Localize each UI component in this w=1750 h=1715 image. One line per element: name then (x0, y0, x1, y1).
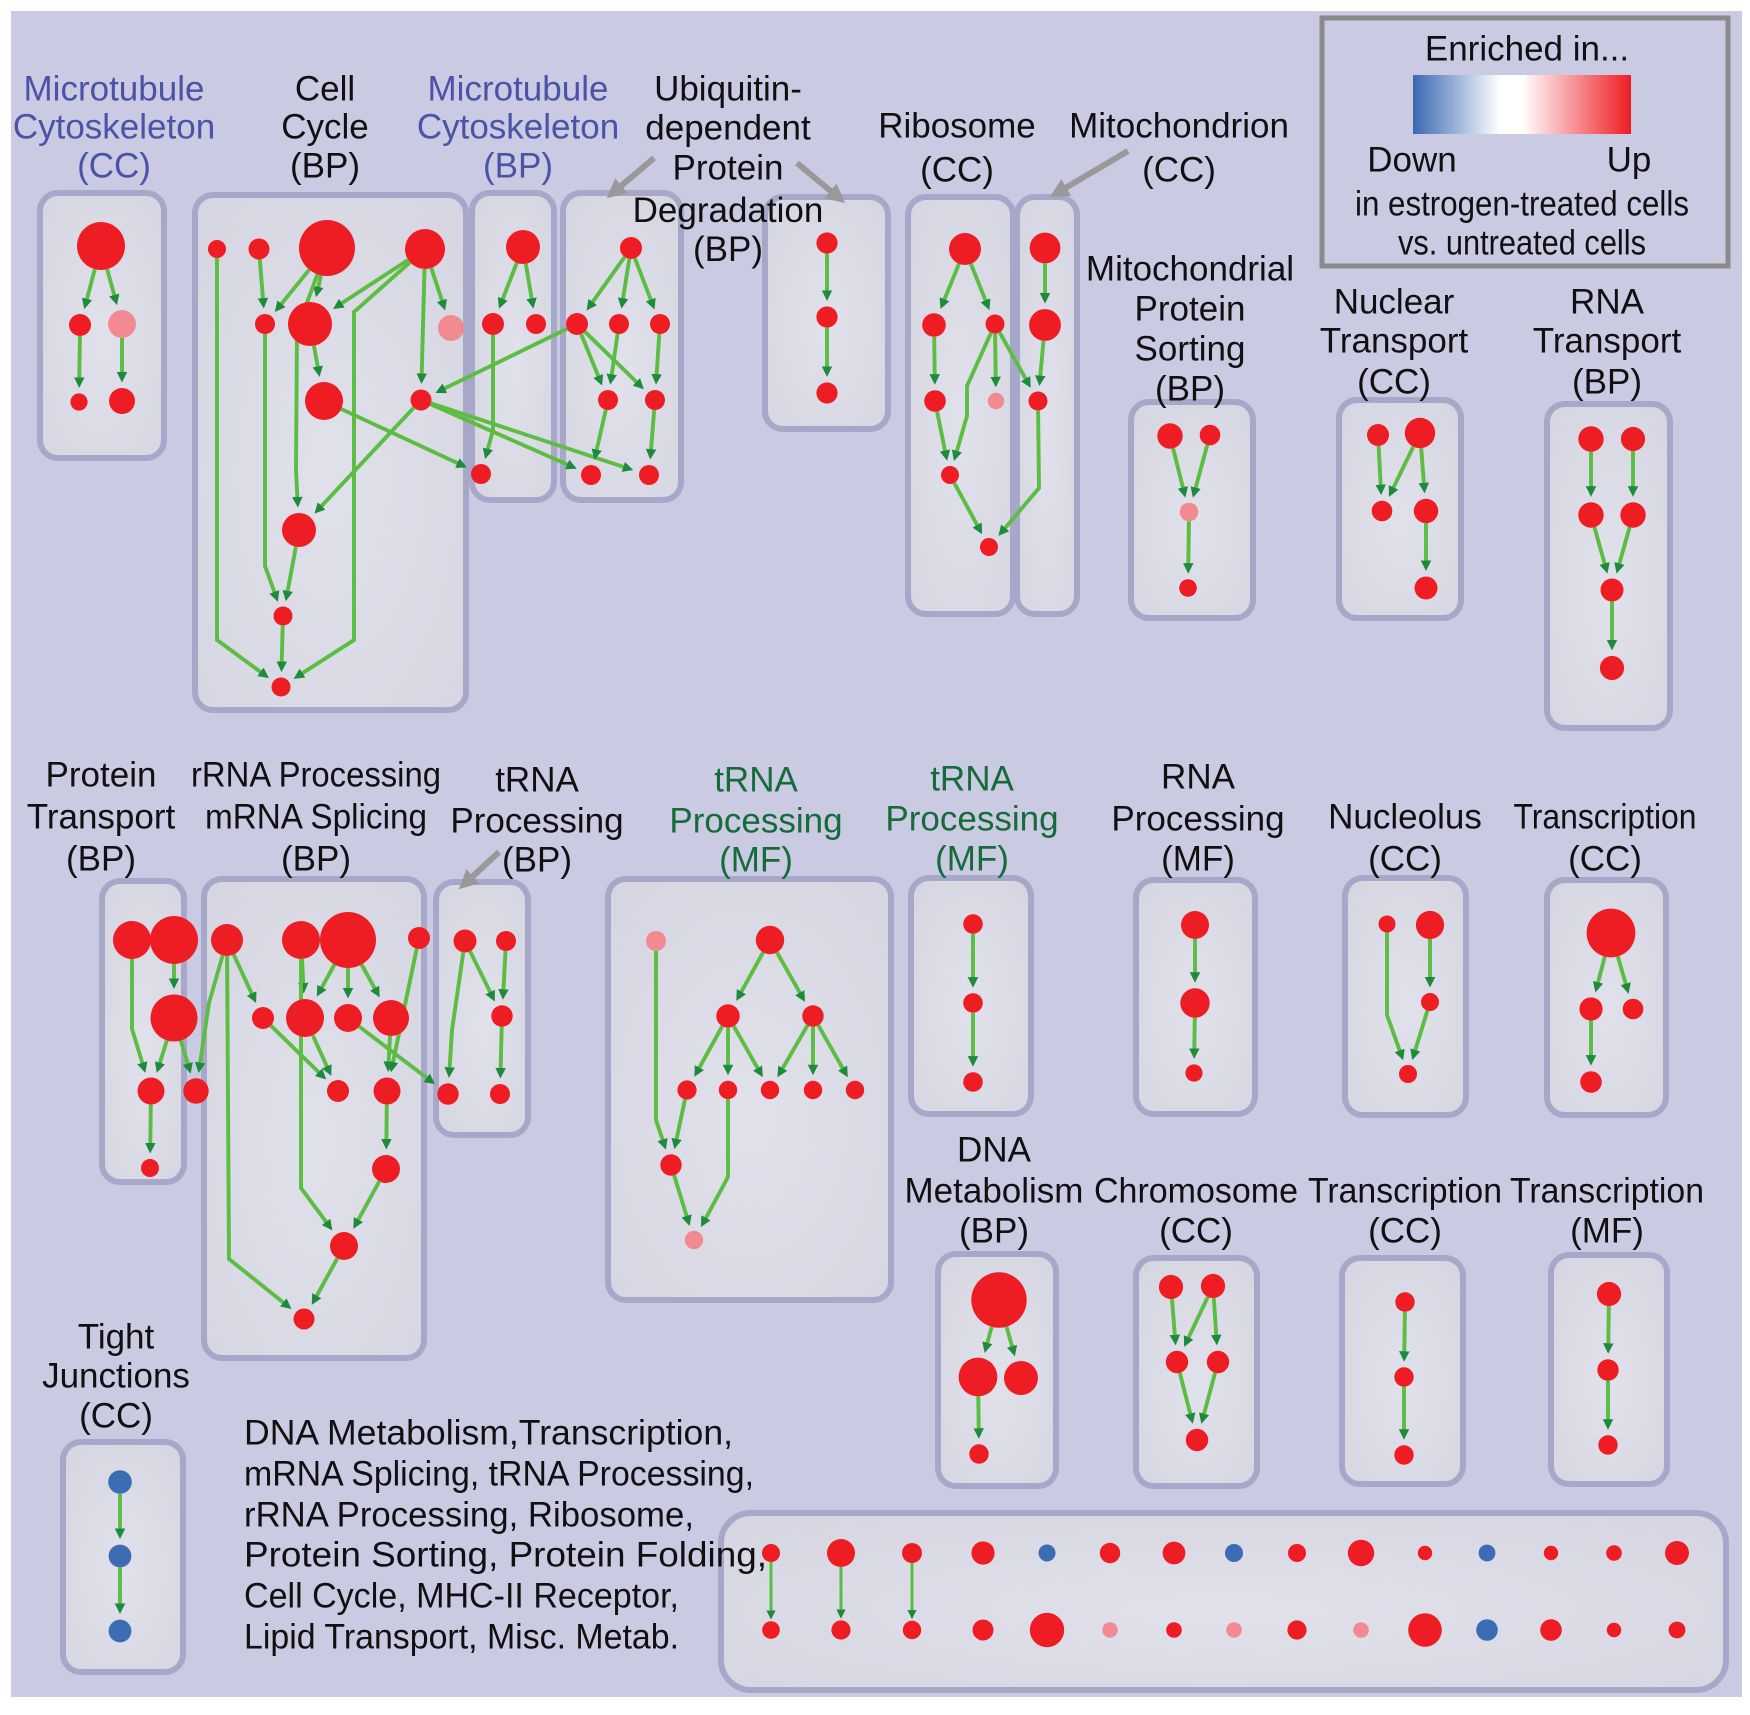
svg-text:(CC): (CC) (1368, 1212, 1442, 1251)
svg-text:Junctions: Junctions (42, 1357, 190, 1396)
svg-text:vs. untreated cells: vs. untreated cells (1398, 224, 1646, 263)
svg-text:(BP): (BP) (281, 840, 351, 879)
svg-text:Chromosome: Chromosome (1094, 1172, 1298, 1211)
svg-text:Ubiquitin-: Ubiquitin- (654, 70, 802, 109)
svg-text:Mitochondrial: Mitochondrial (1086, 250, 1294, 289)
svg-text:Microtubule: Microtubule (428, 70, 609, 109)
svg-text:Microtubule: Microtubule (24, 70, 205, 109)
svg-text:Up: Up (1607, 141, 1652, 180)
svg-text:Transcription: Transcription (1308, 1172, 1502, 1211)
svg-text:Cytoskeleton: Cytoskeleton (417, 108, 619, 147)
svg-text:Processing: Processing (1111, 800, 1284, 839)
svg-text:(CC): (CC) (77, 147, 151, 186)
svg-text:(BP): (BP) (483, 147, 553, 186)
svg-text:Transcription: Transcription (1510, 1172, 1704, 1211)
svg-text:Nuclear: Nuclear (1334, 283, 1455, 322)
svg-text:(BP): (BP) (66, 840, 136, 879)
svg-text:(CC): (CC) (1159, 1212, 1233, 1251)
svg-text:(CC): (CC) (1368, 840, 1442, 879)
svg-text:mRNA Splicing: mRNA Splicing (205, 798, 427, 837)
svg-text:DNA: DNA (957, 1131, 1032, 1170)
svg-text:(BP): (BP) (502, 841, 572, 880)
svg-text:Ribosome: Ribosome (878, 107, 1036, 146)
svg-text:Tight: Tight (78, 1318, 155, 1357)
svg-text:Transport: Transport (27, 798, 176, 837)
svg-text:(BP): (BP) (290, 147, 360, 186)
svg-text:Transport: Transport (1320, 322, 1469, 361)
svg-text:RNA: RNA (1570, 283, 1645, 322)
svg-text:(CC): (CC) (1142, 151, 1216, 190)
svg-text:Degradation: Degradation (633, 191, 824, 230)
svg-text:Protein Sorting, Protein Foldi: Protein Sorting, Protein Folding, (244, 1536, 767, 1575)
svg-text:Processing: Processing (450, 802, 623, 841)
svg-text:dependent: dependent (645, 109, 811, 148)
svg-text:Protein: Protein (46, 756, 157, 795)
svg-text:mRNA Splicing, tRNA Processing: mRNA Splicing, tRNA Processing, (244, 1455, 754, 1494)
svg-text:tRNA: tRNA (495, 761, 579, 800)
svg-text:Mitochondrion: Mitochondrion (1069, 107, 1289, 146)
svg-text:Protein: Protein (1135, 290, 1246, 329)
svg-text:(BP): (BP) (959, 1212, 1029, 1251)
svg-text:Down: Down (1367, 141, 1456, 180)
svg-text:Processing: Processing (669, 802, 842, 841)
svg-text:(MF): (MF) (1161, 840, 1235, 879)
svg-text:(CC): (CC) (79, 1397, 153, 1436)
svg-text:Cycle: Cycle (281, 108, 369, 147)
svg-text:Metabolism: Metabolism (905, 1172, 1084, 1211)
svg-text:tRNA: tRNA (930, 760, 1014, 799)
svg-text:Transport: Transport (1533, 322, 1682, 361)
svg-text:in estrogen-treated cells: in estrogen-treated cells (1355, 185, 1689, 224)
svg-text:Cytoskeleton: Cytoskeleton (13, 108, 215, 147)
svg-text:Nucleolus: Nucleolus (1328, 798, 1482, 837)
svg-text:(BP): (BP) (1155, 370, 1225, 409)
svg-text:RNA: RNA (1161, 758, 1236, 797)
svg-text:(MF): (MF) (935, 840, 1009, 879)
svg-text:Transcription: Transcription (1514, 798, 1697, 837)
svg-text:Processing: Processing (885, 800, 1058, 839)
svg-text:rRNA Processing, Ribosome,: rRNA Processing, Ribosome, (244, 1496, 694, 1535)
svg-text:Cell Cycle, MHC-II Receptor,: Cell Cycle, MHC-II Receptor, (244, 1577, 679, 1616)
svg-text:Sorting: Sorting (1135, 330, 1246, 369)
svg-text:(BP): (BP) (693, 230, 763, 269)
svg-text:(MF): (MF) (719, 841, 793, 880)
svg-text:tRNA: tRNA (714, 761, 798, 800)
svg-text:(CC): (CC) (1568, 840, 1642, 879)
svg-text:Lipid Transport, Misc. Metab.: Lipid Transport, Misc. Metab. (244, 1618, 679, 1657)
svg-text:Enriched in...: Enriched in... (1425, 30, 1629, 69)
svg-text:(CC): (CC) (1357, 363, 1431, 402)
svg-text:(MF): (MF) (1570, 1212, 1644, 1251)
svg-text:rRNA Processing: rRNA Processing (191, 756, 441, 795)
svg-text:DNA Metabolism,Transcription,: DNA Metabolism,Transcription, (244, 1414, 733, 1453)
svg-text:(BP): (BP) (1572, 363, 1642, 402)
svg-text:(CC): (CC) (920, 151, 994, 190)
svg-text:Protein: Protein (673, 149, 784, 188)
svg-text:Cell: Cell (295, 70, 355, 109)
